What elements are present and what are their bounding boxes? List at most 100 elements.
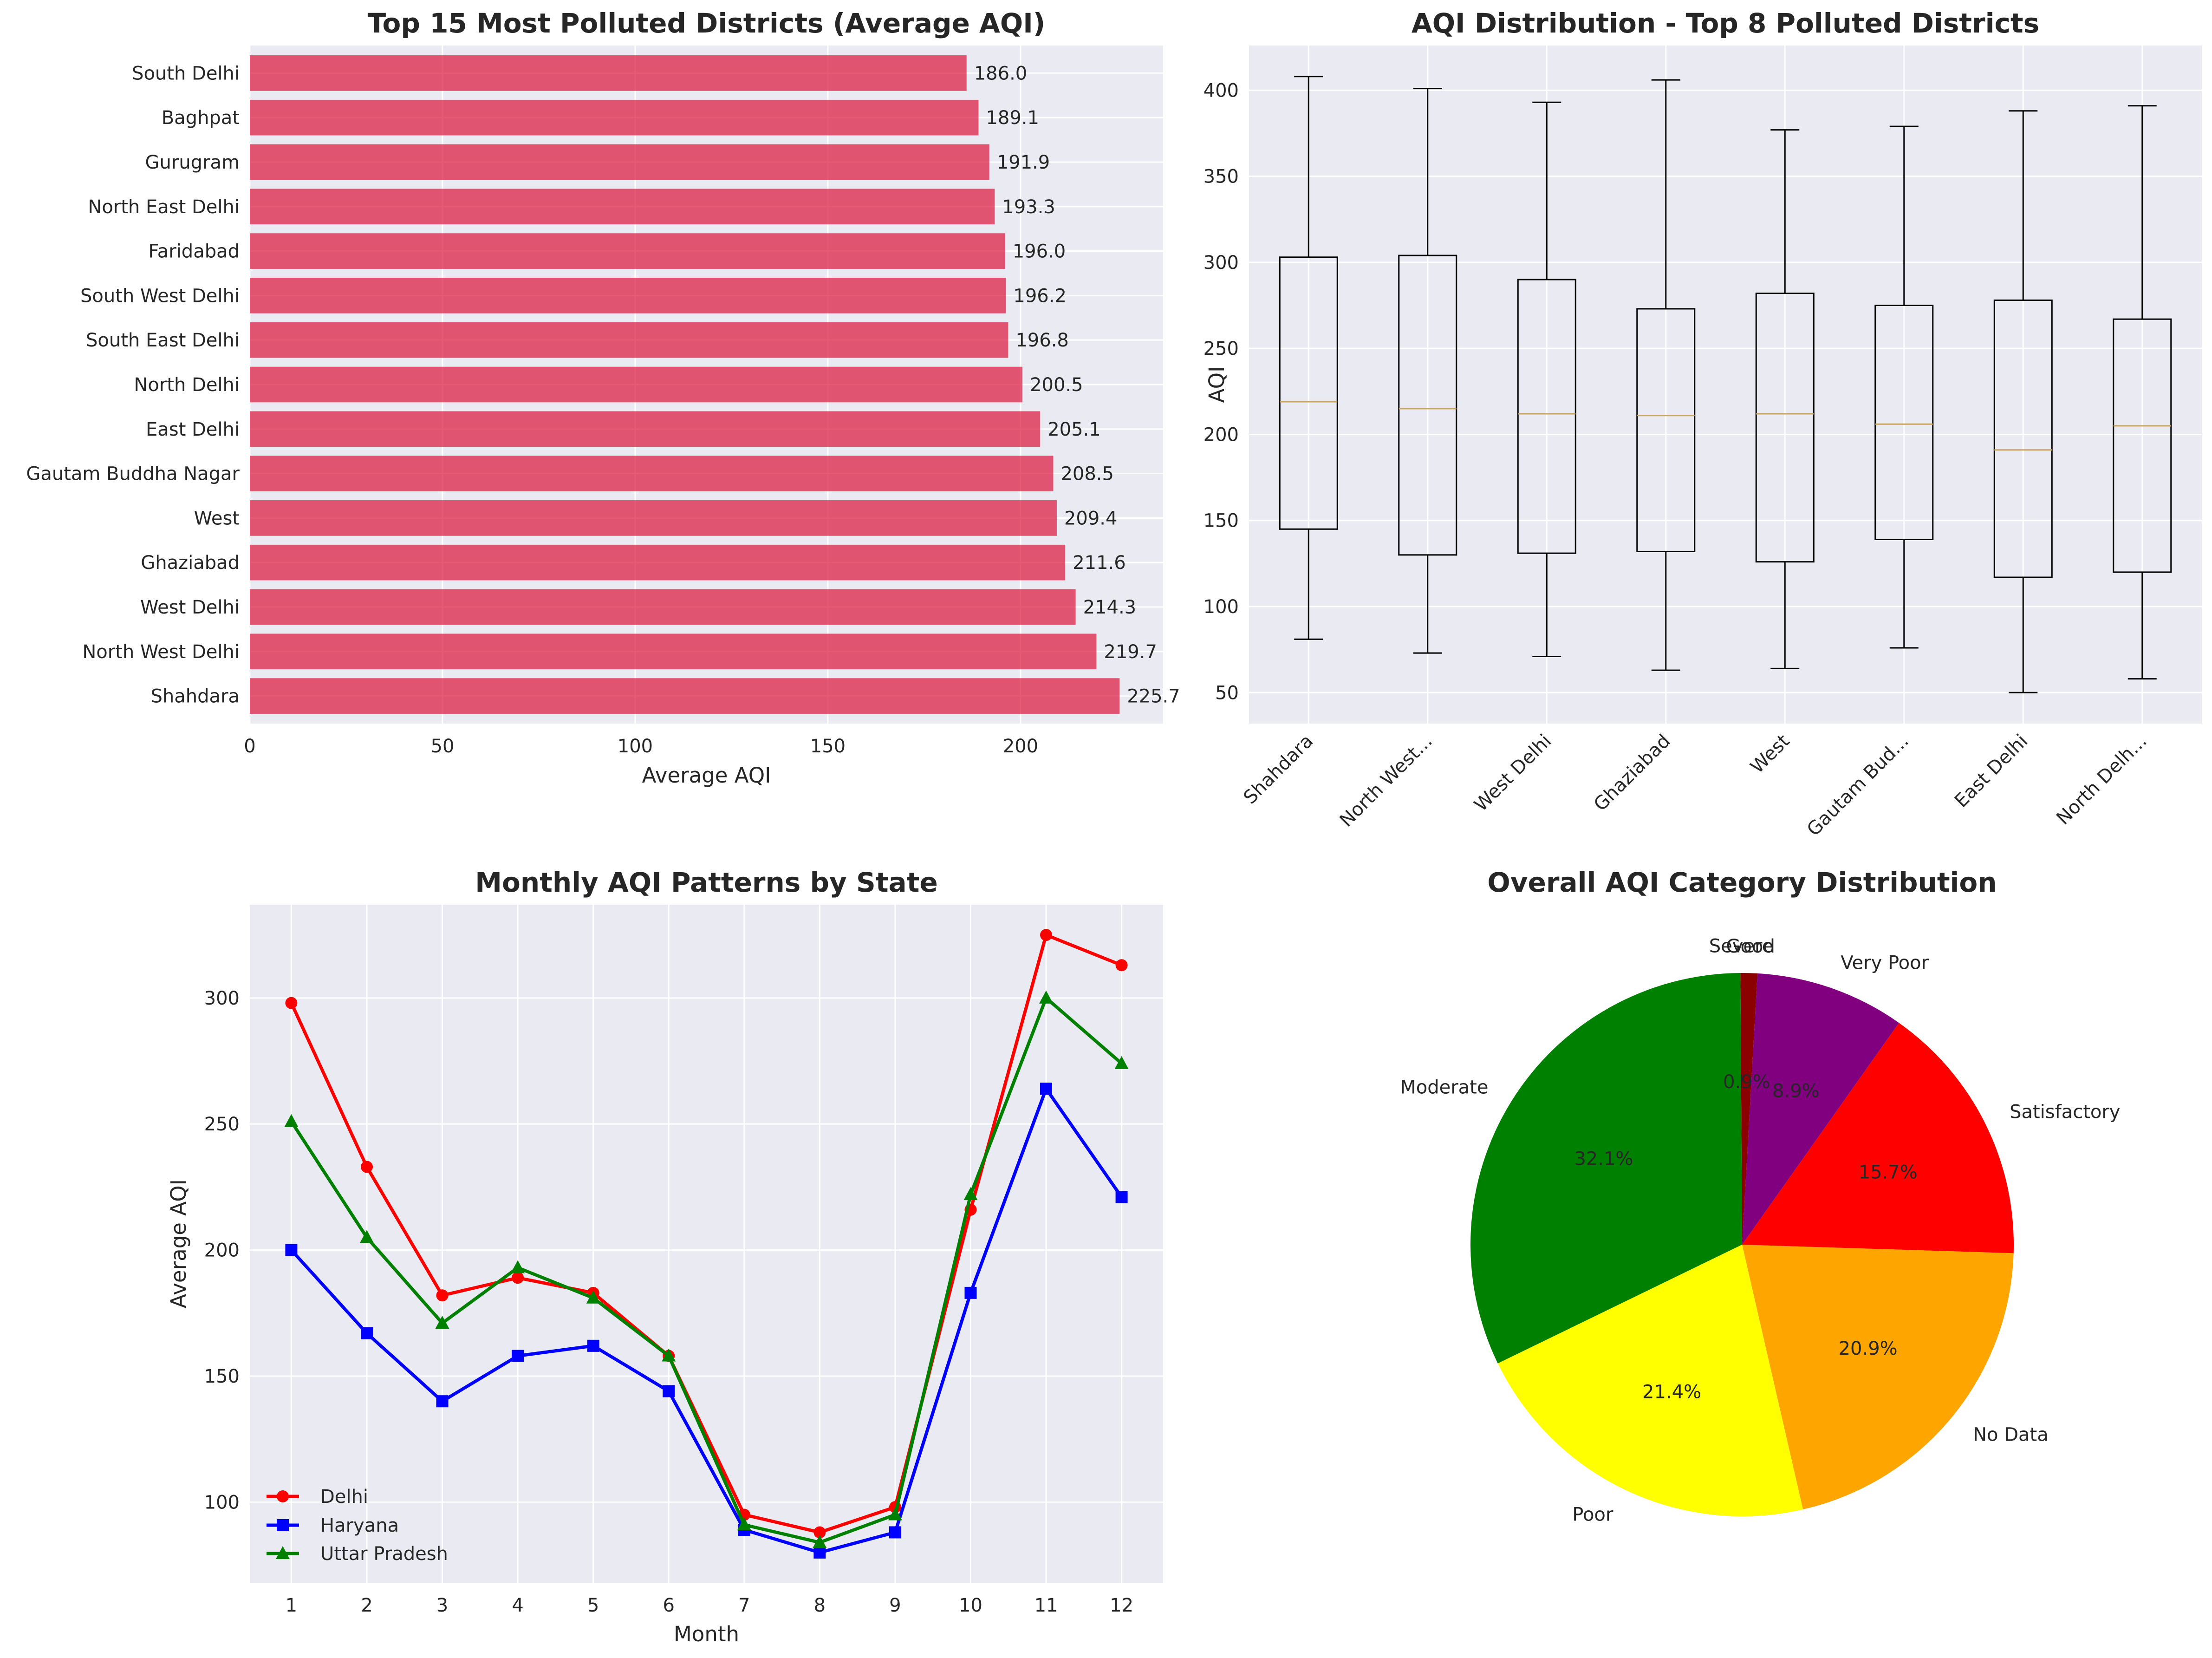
data-point bbox=[1114, 1056, 1129, 1069]
x-tick-label: West Delhi bbox=[1470, 731, 1555, 816]
series-line bbox=[290, 1087, 1123, 1554]
legend-marker bbox=[276, 1546, 290, 1559]
box bbox=[2113, 318, 2172, 573]
data-point bbox=[1115, 1191, 1128, 1203]
pie-label: Severe bbox=[1709, 936, 1773, 957]
legend-marker bbox=[277, 1490, 289, 1502]
y-tick-label: West bbox=[194, 508, 240, 529]
y-tick-label: 300 bbox=[1204, 252, 1239, 274]
box bbox=[1398, 255, 1457, 556]
bar-value-label: 205.1 bbox=[1047, 419, 1101, 440]
data-point bbox=[963, 1187, 978, 1201]
pie-slice bbox=[1742, 973, 1758, 1245]
plot-area bbox=[250, 905, 1163, 1583]
data-point bbox=[360, 1161, 373, 1173]
x-tick-label: 3 bbox=[436, 1595, 448, 1616]
pie-label: Satisfactory bbox=[2010, 1101, 2120, 1123]
pie-pct-label: 32.1% bbox=[1574, 1149, 1633, 1170]
y-axis-label: Average AQI bbox=[166, 1179, 191, 1308]
data-point bbox=[512, 1350, 524, 1362]
bar bbox=[250, 322, 1008, 358]
bar bbox=[250, 233, 1005, 269]
chart-title: Overall AQI Category Distribution bbox=[1487, 867, 1997, 898]
data-point bbox=[436, 1395, 449, 1408]
x-tick-label: 0 bbox=[244, 736, 255, 757]
bar-value-label: 196.2 bbox=[1013, 285, 1067, 307]
chart-title: AQI Distribution - Top 8 Polluted Distri… bbox=[1412, 7, 2039, 39]
x-tick-label: 6 bbox=[663, 1595, 674, 1616]
x-tick-label: East Delhi bbox=[1951, 731, 2032, 812]
data-point bbox=[360, 1327, 373, 1339]
data-point bbox=[889, 1526, 901, 1539]
x-tick-label: 50 bbox=[431, 736, 455, 757]
bar bbox=[250, 411, 1041, 447]
legend-label: Uttar Pradesh bbox=[320, 1543, 448, 1565]
data-point bbox=[964, 1286, 977, 1299]
box bbox=[1517, 279, 1576, 554]
x-tick-label: West bbox=[1746, 731, 1794, 778]
bar-value-label: 191.9 bbox=[997, 152, 1050, 173]
legend-marker bbox=[277, 1519, 289, 1531]
bar bbox=[250, 366, 1023, 403]
y-tick-label: 250 bbox=[204, 1114, 240, 1135]
y-tick-label: South West Delhi bbox=[80, 285, 240, 307]
x-tick-label: Ghaziabad bbox=[1590, 731, 1675, 816]
x-tick-label: 9 bbox=[889, 1595, 901, 1616]
data-point bbox=[662, 1348, 676, 1362]
y-tick-label: Ghaziabad bbox=[141, 552, 240, 574]
pie-slice bbox=[1742, 973, 1899, 1245]
x-axis-label: Average AQI bbox=[642, 763, 771, 788]
data-point bbox=[1040, 1083, 1053, 1095]
x-tick-label: 7 bbox=[738, 1595, 750, 1616]
pie-label: Good bbox=[1726, 936, 1775, 957]
bar bbox=[250, 189, 995, 225]
x-tick-label: 100 bbox=[618, 736, 653, 757]
y-tick-label: Shahdara bbox=[151, 686, 240, 707]
x-tick-label: 10 bbox=[959, 1595, 982, 1616]
y-tick-label: 350 bbox=[1204, 166, 1239, 188]
bar-value-label: 196.8 bbox=[1015, 330, 1069, 351]
data-point bbox=[436, 1289, 449, 1302]
bar-value-label: 219.7 bbox=[1104, 641, 1157, 663]
y-tick-label: South Delhi bbox=[132, 63, 240, 84]
y-axis-label: AQI bbox=[1204, 366, 1229, 403]
box bbox=[1993, 299, 2053, 578]
bar-value-label: 211.6 bbox=[1073, 552, 1126, 574]
y-tick-label: 300 bbox=[204, 988, 240, 1009]
pie-slice bbox=[1742, 1023, 2014, 1253]
x-tick-label: Gautam Bud... bbox=[1803, 731, 1913, 841]
bar-value-label: 209.4 bbox=[1064, 508, 1118, 529]
box bbox=[1279, 256, 1338, 530]
data-point bbox=[587, 1339, 599, 1352]
bar-chart-panel: 0 50 100 150 200 225.7 Shahdara 219.7 North West… bbox=[26, 7, 1180, 788]
data-point bbox=[813, 1526, 826, 1539]
data-point bbox=[586, 1290, 600, 1304]
x-tick-label: 11 bbox=[1034, 1595, 1058, 1616]
legend-label: Haryana bbox=[320, 1515, 399, 1536]
data-point bbox=[813, 1546, 826, 1559]
pie-label: Very Poor bbox=[1841, 953, 1929, 974]
y-tick-label: 150 bbox=[204, 1366, 240, 1387]
data-point bbox=[285, 1244, 298, 1256]
data-point bbox=[359, 1230, 374, 1243]
bar bbox=[250, 633, 1097, 670]
y-tick-label: 400 bbox=[1204, 80, 1239, 101]
bar-value-label: 186.0 bbox=[974, 63, 1028, 84]
bar bbox=[250, 55, 967, 91]
bar bbox=[250, 589, 1076, 625]
x-tick-label: 5 bbox=[587, 1595, 599, 1616]
bar-value-label: 225.7 bbox=[1127, 686, 1180, 707]
bar bbox=[250, 544, 1066, 581]
bar-value-label: 193.3 bbox=[1002, 196, 1055, 218]
box-plot-panel: 50 100 150 200 250 300 350 400 Shahdara North Wes… bbox=[1204, 7, 2202, 840]
x-tick-label: 8 bbox=[814, 1595, 826, 1616]
bar bbox=[250, 99, 979, 136]
x-tick-label: Shahdara bbox=[1239, 731, 1317, 809]
pie-slice bbox=[1470, 973, 1742, 1364]
y-tick-label: 50 bbox=[1215, 682, 1239, 704]
pie-pct-label: 8.9% bbox=[1772, 1081, 1820, 1102]
pie-label: Moderate bbox=[1400, 1077, 1488, 1098]
